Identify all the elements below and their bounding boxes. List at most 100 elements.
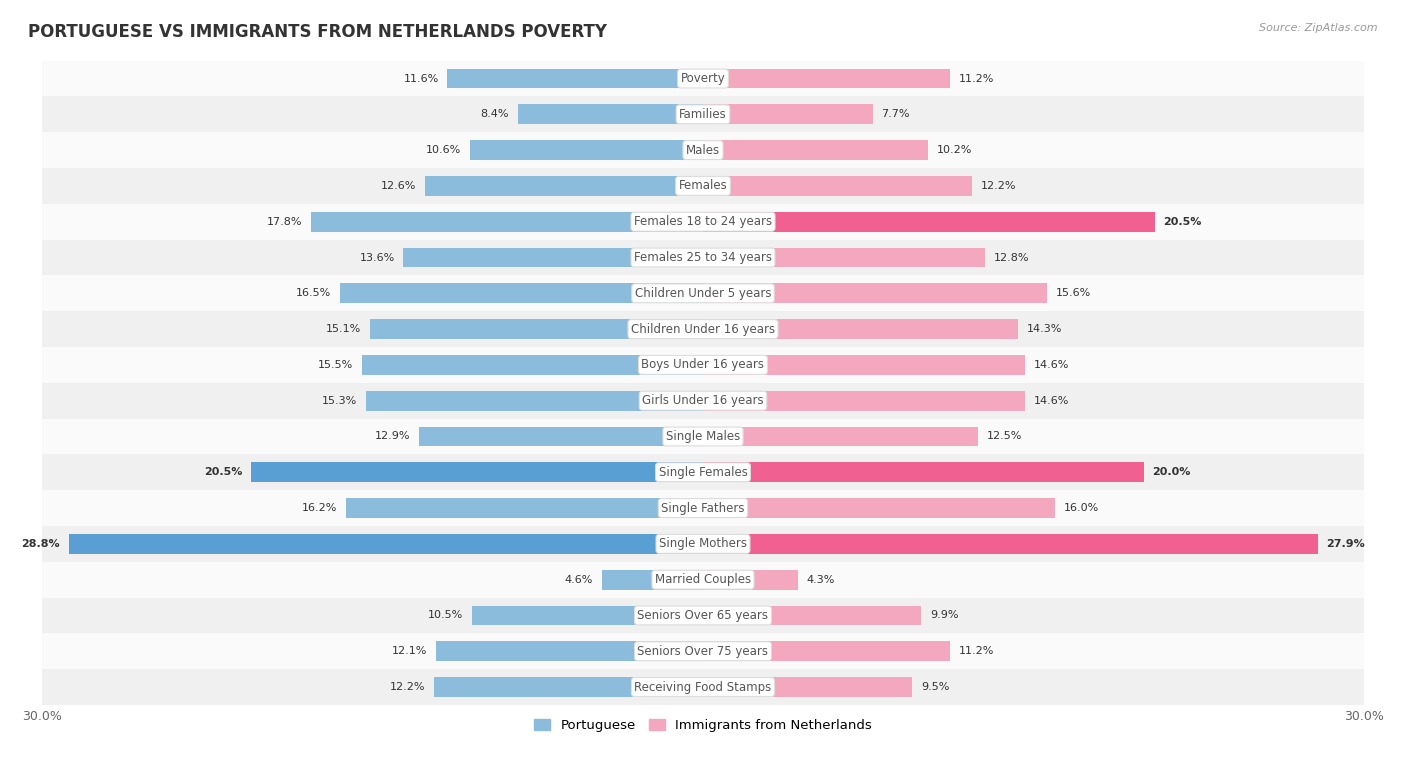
Text: 14.3%: 14.3%	[1026, 324, 1062, 334]
Text: 12.5%: 12.5%	[987, 431, 1022, 441]
Text: 8.4%: 8.4%	[481, 109, 509, 119]
Text: 7.7%: 7.7%	[882, 109, 910, 119]
Bar	[42, 454, 1364, 490]
Text: 15.1%: 15.1%	[326, 324, 361, 334]
Text: 16.5%: 16.5%	[295, 288, 330, 299]
Bar	[419, 427, 703, 446]
Text: Seniors Over 65 years: Seniors Over 65 years	[637, 609, 769, 622]
Bar	[42, 562, 1364, 597]
Text: 16.0%: 16.0%	[1064, 503, 1099, 513]
Bar	[703, 534, 1317, 553]
Bar	[703, 606, 921, 625]
Text: 12.2%: 12.2%	[389, 682, 426, 692]
Text: 12.6%: 12.6%	[381, 181, 416, 191]
Bar	[42, 526, 1364, 562]
Legend: Portuguese, Immigrants from Netherlands: Portuguese, Immigrants from Netherlands	[529, 713, 877, 737]
Bar	[404, 248, 703, 268]
Bar	[703, 212, 1154, 231]
Text: Single Mothers: Single Mothers	[659, 537, 747, 550]
Bar	[361, 355, 703, 374]
Text: PORTUGUESE VS IMMIGRANTS FROM NETHERLANDS POVERTY: PORTUGUESE VS IMMIGRANTS FROM NETHERLAND…	[28, 23, 607, 41]
Bar	[703, 391, 1025, 411]
Bar	[703, 570, 797, 590]
Text: Single Males: Single Males	[666, 430, 740, 443]
Bar	[42, 347, 1364, 383]
Bar	[703, 69, 949, 89]
Text: Married Couples: Married Couples	[655, 573, 751, 586]
Bar	[434, 677, 703, 697]
Text: 14.6%: 14.6%	[1033, 360, 1069, 370]
Text: 12.1%: 12.1%	[392, 647, 427, 656]
Bar	[42, 597, 1364, 634]
Text: 12.8%: 12.8%	[994, 252, 1029, 262]
Text: 10.2%: 10.2%	[936, 145, 972, 155]
Text: 14.6%: 14.6%	[1033, 396, 1069, 406]
Bar	[42, 418, 1364, 454]
Text: Males: Males	[686, 143, 720, 157]
Text: Poverty: Poverty	[681, 72, 725, 85]
Text: 9.9%: 9.9%	[929, 610, 959, 621]
Text: 16.2%: 16.2%	[302, 503, 337, 513]
Text: 15.5%: 15.5%	[318, 360, 353, 370]
Text: Children Under 16 years: Children Under 16 years	[631, 323, 775, 336]
Text: 11.6%: 11.6%	[404, 74, 439, 83]
Bar	[42, 240, 1364, 275]
Text: 9.5%: 9.5%	[921, 682, 949, 692]
Bar	[703, 462, 1143, 482]
Bar	[346, 498, 703, 518]
Bar	[436, 641, 703, 661]
Bar	[339, 283, 703, 303]
Bar	[42, 669, 1364, 705]
Text: 10.5%: 10.5%	[427, 610, 463, 621]
Text: 27.9%: 27.9%	[1326, 539, 1365, 549]
Text: Children Under 5 years: Children Under 5 years	[634, 287, 772, 300]
Bar	[42, 634, 1364, 669]
Bar	[517, 105, 703, 124]
Bar	[703, 319, 1018, 339]
Text: 12.9%: 12.9%	[374, 431, 411, 441]
Bar	[42, 96, 1364, 132]
Bar	[703, 140, 928, 160]
Text: 10.6%: 10.6%	[426, 145, 461, 155]
Bar	[42, 490, 1364, 526]
Text: 12.2%: 12.2%	[980, 181, 1017, 191]
Text: 20.5%: 20.5%	[1163, 217, 1202, 227]
Bar	[703, 355, 1025, 374]
Bar	[42, 61, 1364, 96]
Text: 28.8%: 28.8%	[21, 539, 60, 549]
Bar	[370, 319, 703, 339]
Bar	[42, 312, 1364, 347]
Bar	[426, 176, 703, 196]
Text: Girls Under 16 years: Girls Under 16 years	[643, 394, 763, 407]
Text: Source: ZipAtlas.com: Source: ZipAtlas.com	[1260, 23, 1378, 33]
Bar	[42, 204, 1364, 240]
Bar	[602, 570, 703, 590]
Bar	[447, 69, 703, 89]
Bar	[703, 105, 873, 124]
Text: 4.6%: 4.6%	[564, 575, 593, 584]
Text: Families: Families	[679, 108, 727, 121]
Text: 17.8%: 17.8%	[267, 217, 302, 227]
Text: Single Females: Single Females	[658, 465, 748, 479]
Bar	[703, 283, 1046, 303]
Text: Receiving Food Stamps: Receiving Food Stamps	[634, 681, 772, 694]
Bar	[42, 132, 1364, 168]
Bar	[42, 383, 1364, 418]
Bar	[470, 140, 703, 160]
Text: Seniors Over 75 years: Seniors Over 75 years	[637, 645, 769, 658]
Text: 11.2%: 11.2%	[959, 647, 994, 656]
Text: Single Fathers: Single Fathers	[661, 502, 745, 515]
Text: 11.2%: 11.2%	[959, 74, 994, 83]
Text: 15.3%: 15.3%	[322, 396, 357, 406]
Text: 13.6%: 13.6%	[360, 252, 395, 262]
Text: Females: Females	[679, 180, 727, 193]
Bar	[703, 498, 1056, 518]
Bar	[703, 176, 972, 196]
Bar	[42, 275, 1364, 312]
Bar	[311, 212, 703, 231]
Bar	[703, 677, 912, 697]
Bar	[252, 462, 703, 482]
Bar	[703, 248, 986, 268]
Text: 20.5%: 20.5%	[204, 467, 243, 478]
Text: 20.0%: 20.0%	[1153, 467, 1191, 478]
